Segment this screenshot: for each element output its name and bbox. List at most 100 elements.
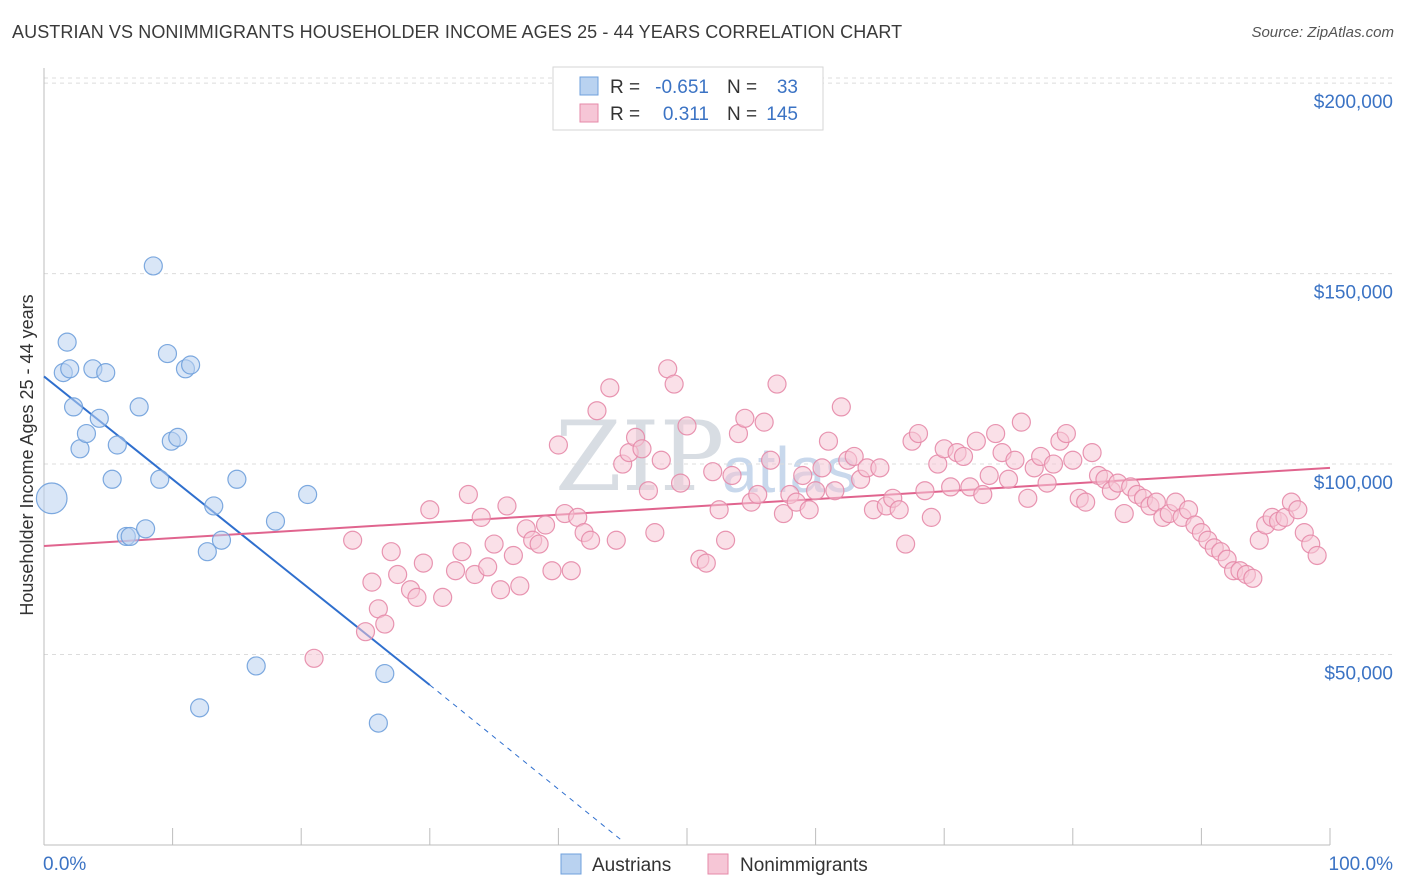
nonimmigrants-point-29: [548, 435, 569, 455]
nonimmigrants-point-37: [606, 530, 626, 550]
austrians-point-32: [375, 663, 395, 684]
legend-r-value-2: 0.311: [663, 104, 709, 125]
nonimmigrants-point-142: [1288, 500, 1308, 520]
nonimmigrants-point-81: [896, 534, 916, 554]
nonimmigrants-point-60: [760, 450, 781, 470]
austrians-point-20: [168, 427, 188, 447]
nonimmigrants-point-52: [709, 500, 729, 520]
source-credit: Source: ZipAtlas.com: [1251, 24, 1394, 41]
nonimmigrants-point-90: [953, 446, 974, 467]
nonimmigrants-point-17: [471, 507, 491, 527]
austrians-point-18: [157, 343, 178, 364]
austrians-point-25: [204, 496, 224, 516]
legend[interactable]: R = -0.651 N = 33 R = 0.311 N = 145: [552, 66, 824, 131]
nonimmigrants-point-9: [407, 587, 427, 607]
nonimmigrants-point-95: [986, 423, 1006, 444]
legend-n-label-2: N =: [727, 104, 757, 125]
nonimmigrants-point-34: [580, 530, 601, 550]
y-tick-label-2: $150,000: [1314, 283, 1393, 304]
nonimmigrants-point-56: [735, 408, 755, 428]
austrians-point-0: [35, 482, 68, 515]
nonimmigrants-point-46: [664, 374, 684, 394]
nonimmigrants-point-85: [921, 507, 941, 527]
nonimmigrants-point-70: [825, 481, 845, 501]
nonimmigrants-point-71: [831, 397, 851, 417]
austrians-trend-extension: [429, 684, 624, 842]
austrians-point-26: [211, 530, 232, 550]
nonimmigrants-point-22: [503, 545, 523, 566]
nonimmigrants-point-23: [510, 576, 530, 596]
nonimmigrants-point-54: [722, 465, 742, 486]
bottom-legend[interactable]: Austrians Nonimmigrants: [560, 853, 868, 876]
austrians-point-22: [181, 355, 201, 375]
nonimmigrants-point-14: [452, 542, 472, 562]
nonimmigrants-point-94: [979, 465, 999, 486]
austrians-point-4: [63, 397, 84, 417]
nonimmigrants-point-61: [767, 374, 787, 394]
austrians-point-13: [120, 526, 140, 547]
nonimmigrants-point-145: [1307, 545, 1327, 566]
nonimmigrants-point-106: [1056, 423, 1076, 444]
nonimmigrants-point-35: [587, 401, 607, 421]
nonimmigrants-point-26: [529, 534, 549, 554]
nonimmigrants-point-27: [535, 515, 556, 535]
nonimmigrants-point-92: [966, 431, 986, 451]
nonimmigrants-point-80: [889, 500, 909, 520]
austrians-point-16: [143, 256, 163, 276]
nonimmigrants-point-18: [478, 557, 498, 577]
nonimmigrants-point-50: [696, 553, 716, 573]
austrians-point-10: [102, 469, 122, 489]
nonimmigrants-point-53: [715, 530, 736, 550]
austrians-point-30: [298, 484, 318, 505]
nonimmigrants-point-28: [542, 561, 562, 581]
nonimmigrants-point-13: [445, 561, 466, 581]
x-tick-label-right: 100.0%: [1329, 854, 1394, 875]
nonimmigrants-point-97: [998, 469, 1019, 489]
legend-n-value-2: 145: [766, 104, 798, 125]
legend-swatch-austrians: [579, 76, 599, 96]
nonimmigrants-point-83: [908, 423, 929, 444]
nonimmigrants-point-5: [375, 614, 395, 634]
austrians-point-29: [265, 511, 286, 531]
nonimmigrants-point-68: [812, 458, 832, 478]
nonimmigrants-point-41: [632, 439, 652, 459]
nonimmigrants-point-135: [1243, 568, 1263, 588]
austrians-point-8: [89, 408, 109, 428]
nonimmigrants-point-51: [703, 462, 723, 482]
nonimmigrants-point-42: [638, 481, 659, 501]
austrians-point-17: [150, 469, 170, 489]
nonimmigrants-point-19: [484, 534, 504, 554]
nonimmigrants-point-62: [773, 503, 794, 524]
austrians-point-28: [246, 656, 266, 676]
nonimmigrants-point-115: [1114, 503, 1134, 524]
nonimmigrants-point-107: [1063, 450, 1083, 470]
legend-n-label-1: N =: [727, 77, 757, 98]
nonimmigrants-point-6: [381, 542, 401, 562]
nonimmigrants-point-58: [748, 484, 768, 505]
legend-r-value-1: -0.651: [655, 77, 709, 98]
y-axis-label: Householder Income Ages 25 - 44 years: [17, 294, 37, 615]
austrians-point-24: [197, 542, 217, 562]
nonimmigrants-point-109: [1076, 492, 1096, 512]
austrians-point-31: [368, 713, 388, 733]
grid-lines: [44, 77, 1395, 656]
nonimmigrants-point-73: [844, 446, 864, 467]
legend-swatch-nonimmigrants: [579, 103, 599, 123]
nonimmigrants-point-43: [645, 523, 665, 543]
austrians-point-14: [129, 397, 149, 417]
nonimmigrants-point-100: [1018, 488, 1038, 508]
nonimmigrants-point-15: [458, 484, 478, 505]
nonimmigrants-point-11: [420, 500, 440, 520]
nonimmigrants-point-47: [670, 473, 691, 493]
y-tick-label-0: $50,000: [1324, 664, 1393, 685]
nonimmigrants-point-2: [355, 622, 376, 642]
austrians-point-6: [76, 423, 97, 444]
x-tick-label-left: 0.0%: [43, 854, 86, 875]
data-points: [35, 256, 1327, 733]
nonimmigrants-point-104: [1043, 454, 1064, 474]
nonimmigrants-point-110: [1082, 443, 1102, 463]
nonimmigrants-point-69: [818, 431, 839, 451]
nonimmigrants-point-93: [973, 484, 993, 505]
austrians-point-15: [135, 519, 156, 539]
